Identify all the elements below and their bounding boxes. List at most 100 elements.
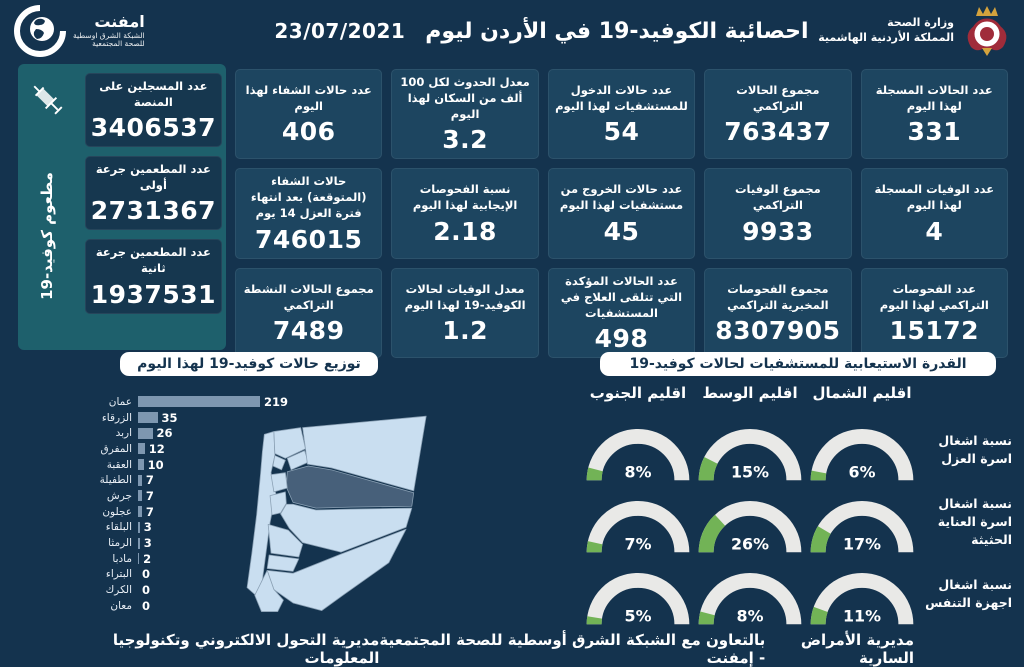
stat-box: عدد المطعمين جرعة أولى 2731367 <box>84 156 222 231</box>
stat-box: عدد المطعمين جرعة ثانية 1937531 <box>84 239 222 314</box>
stat-box: مجموع الحالات النشطة التراكمي 7489 <box>235 267 383 358</box>
bar <box>138 553 140 565</box>
map-region <box>270 472 288 493</box>
bar-category-label: معان <box>110 599 132 612</box>
stat-box: عدد الوفيات المسجلة لهذا اليوم 4 <box>860 168 1008 259</box>
footer: مديرية التحول الالكتروني وتكنولوجيا المع… <box>0 631 1024 667</box>
vaccine-panel: مطعوم كوفيد-19 عدد المسجلين على المنصة 34… <box>18 64 226 350</box>
gauge-cell: 8% <box>582 414 694 486</box>
jordan-map <box>246 415 427 612</box>
stat-value: 2.18 <box>433 216 497 246</box>
moh-crest-icon <box>967 6 1007 56</box>
gauge-chart: 11% <box>810 573 914 625</box>
gauge-chart: 5% <box>586 573 690 625</box>
bar-row: الزرقاء 35 <box>86 410 301 426</box>
bar-category-label: مادبا <box>112 552 132 565</box>
stat-grid: عدد حالات الشفاء لهذا اليوم 406 معدل الحدو… <box>235 64 1008 358</box>
stat-label: عدد المطعمين جرعة ثانية <box>95 245 211 276</box>
hospital-capacity-gauges: اقليم الشمال اقليم الوسط اقليم الجنوب نسبة … <box>578 384 1012 630</box>
stat-value: 8307905 <box>715 315 841 345</box>
gauge-cell: 8% <box>694 558 806 630</box>
stat-box: معدل الحدوث لكل 100 ألف من السكان لهذا ا… <box>391 69 539 160</box>
bar-value-label: 7 <box>145 488 154 503</box>
bar-category-label: الطفيلة <box>99 474 132 487</box>
bar-row: المفرق 12 <box>86 441 301 457</box>
stats-section: مطعوم كوفيد-19 عدد المسجلين على المنصة 34… <box>0 60 1024 358</box>
stat-box: معدل الوفيات لحالات الكوفيد-19 لهذا اليو… <box>391 267 539 358</box>
stat-label: عدد المسجلين على المنصة <box>99 79 208 110</box>
gauge-row-label: نسبة اشغال اسرة العناية الحثيثة <box>937 495 1012 548</box>
stat-label: معدل الحدوث لكل 100 ألف من السكان لهذا ا… <box>400 75 530 122</box>
stat-value: 9933 <box>742 216 814 246</box>
stat-value: 45 <box>603 216 640 246</box>
map-region <box>280 503 413 553</box>
stat-value: 406 <box>281 117 336 147</box>
stat-box: عدد الحالات المؤكدة التي تتلقى العلاج في… <box>547 267 696 358</box>
footer-center: بالتعاون مع الشبكة الشرق أوسطية للصحة ال… <box>379 631 766 667</box>
gauge-cell: 7% <box>582 486 694 558</box>
stat-value: 1937531 <box>90 279 216 309</box>
report-date: 23/07/2021 <box>274 19 406 43</box>
bar-row: البلقاء 3 <box>86 520 301 536</box>
emphnet-logo-block: امفنت الشبكة الشرق اوسطية للصحة المجتمعي… <box>14 5 145 57</box>
gauge-cell: 5% <box>582 558 694 630</box>
bar-category-label: البلقاء <box>105 521 132 534</box>
bar <box>138 537 140 549</box>
bar-row: جرش 7 <box>86 488 301 504</box>
emphnet-name: امفنت <box>94 12 145 32</box>
stat-label: عدد الفحوصات التراكمي لهذا اليوم <box>879 281 989 312</box>
bar-category-label: البتراء <box>105 568 132 581</box>
bar-value-label: 12 <box>148 441 165 456</box>
stat-value: 15172 <box>889 315 980 345</box>
gauge-value-label: 5% <box>625 606 652 625</box>
emphnet-subtitle-2: للصحة المجتمعية <box>92 39 145 49</box>
gauge-grid-corner <box>918 384 1012 414</box>
gauge-cell: 26% <box>694 486 806 558</box>
bar-category-label: العقبة <box>106 458 132 471</box>
stat-label: عدد المطعمين جرعة أولى <box>95 162 211 193</box>
map-region <box>272 455 286 471</box>
gauge-chart: 6% <box>810 429 914 481</box>
map-region-highlighted <box>285 465 415 509</box>
bar-row: مادبا 2 <box>86 551 301 567</box>
charts-section: توزيع حالات كوفيد-19 لهذا اليوم عمان 219 ا… <box>0 350 1024 637</box>
moh-subtitle: المملكة الأردنية الهاشمية <box>818 31 954 44</box>
bar-row: عمان 219 <box>86 394 301 410</box>
bar <box>138 396 260 408</box>
syringe-icon <box>33 85 63 115</box>
vaccine-panel-side: مطعوم كوفيد-19 <box>18 64 76 350</box>
bar-row: الطفيلة 7 <box>86 472 301 488</box>
stat-label: معدل الوفيات لحالات الكوفيد-19 لهذا اليو… <box>404 281 526 312</box>
stat-label: عدد الوفيات المسجلة لهذا اليوم <box>874 182 995 213</box>
bar-value-label: 3 <box>143 520 152 535</box>
gauge-value-label: 8% <box>737 606 764 625</box>
gauge-value-label: 7% <box>625 534 652 553</box>
emphnet-subtitle-1: الشبكة الشرق اوسطية <box>73 30 145 40</box>
bar <box>138 506 142 518</box>
stat-box: عدد حالات الخروج من مستشفيات لهذا اليوم 4… <box>547 168 696 259</box>
bar <box>138 459 144 471</box>
bar <box>138 443 145 455</box>
region-header: اقليم الجنوب <box>589 384 687 402</box>
bar-value-label: 219 <box>264 394 289 409</box>
moh-name: وزارة الصحة <box>887 16 954 30</box>
gauge-cell: 6% <box>806 414 918 486</box>
stat-label: عدد الحالات المؤكدة التي تتلقى العلاج في… <box>560 273 683 320</box>
stat-value: 2731367 <box>90 196 216 226</box>
gauge-chart: 15% <box>698 429 802 481</box>
map-region <box>266 554 300 572</box>
distribution-chart-title: توزيع حالات كوفيد-19 لهذا اليوم <box>120 352 378 376</box>
bar-category-label: المفرق <box>100 442 132 455</box>
vaccine-boxes: عدد المسجلين على المنصة 3406537 عدد المطعم… <box>76 64 226 350</box>
stat-box: عدد الحالات المسجلة لهذا اليوم 331 <box>860 69 1008 160</box>
gauge-value-label: 26% <box>731 534 769 553</box>
gauge-row-label: نسبة اشغال اجهزة التنفس <box>925 576 1012 610</box>
bar-category-label: جرش <box>106 489 132 502</box>
bar <box>138 521 140 533</box>
stat-value: 4 <box>925 216 944 246</box>
stat-label: عدد حالات الشفاء لهذا اليوم <box>245 83 372 114</box>
stat-label: عدد حالات الدخول للمستشفيات لهذا اليوم <box>555 83 688 114</box>
gauge-cell: 17% <box>806 486 918 558</box>
stat-box: عدد الفحوصات التراكمي لهذا اليوم 15172 <box>860 267 1008 358</box>
map-region <box>273 427 306 459</box>
